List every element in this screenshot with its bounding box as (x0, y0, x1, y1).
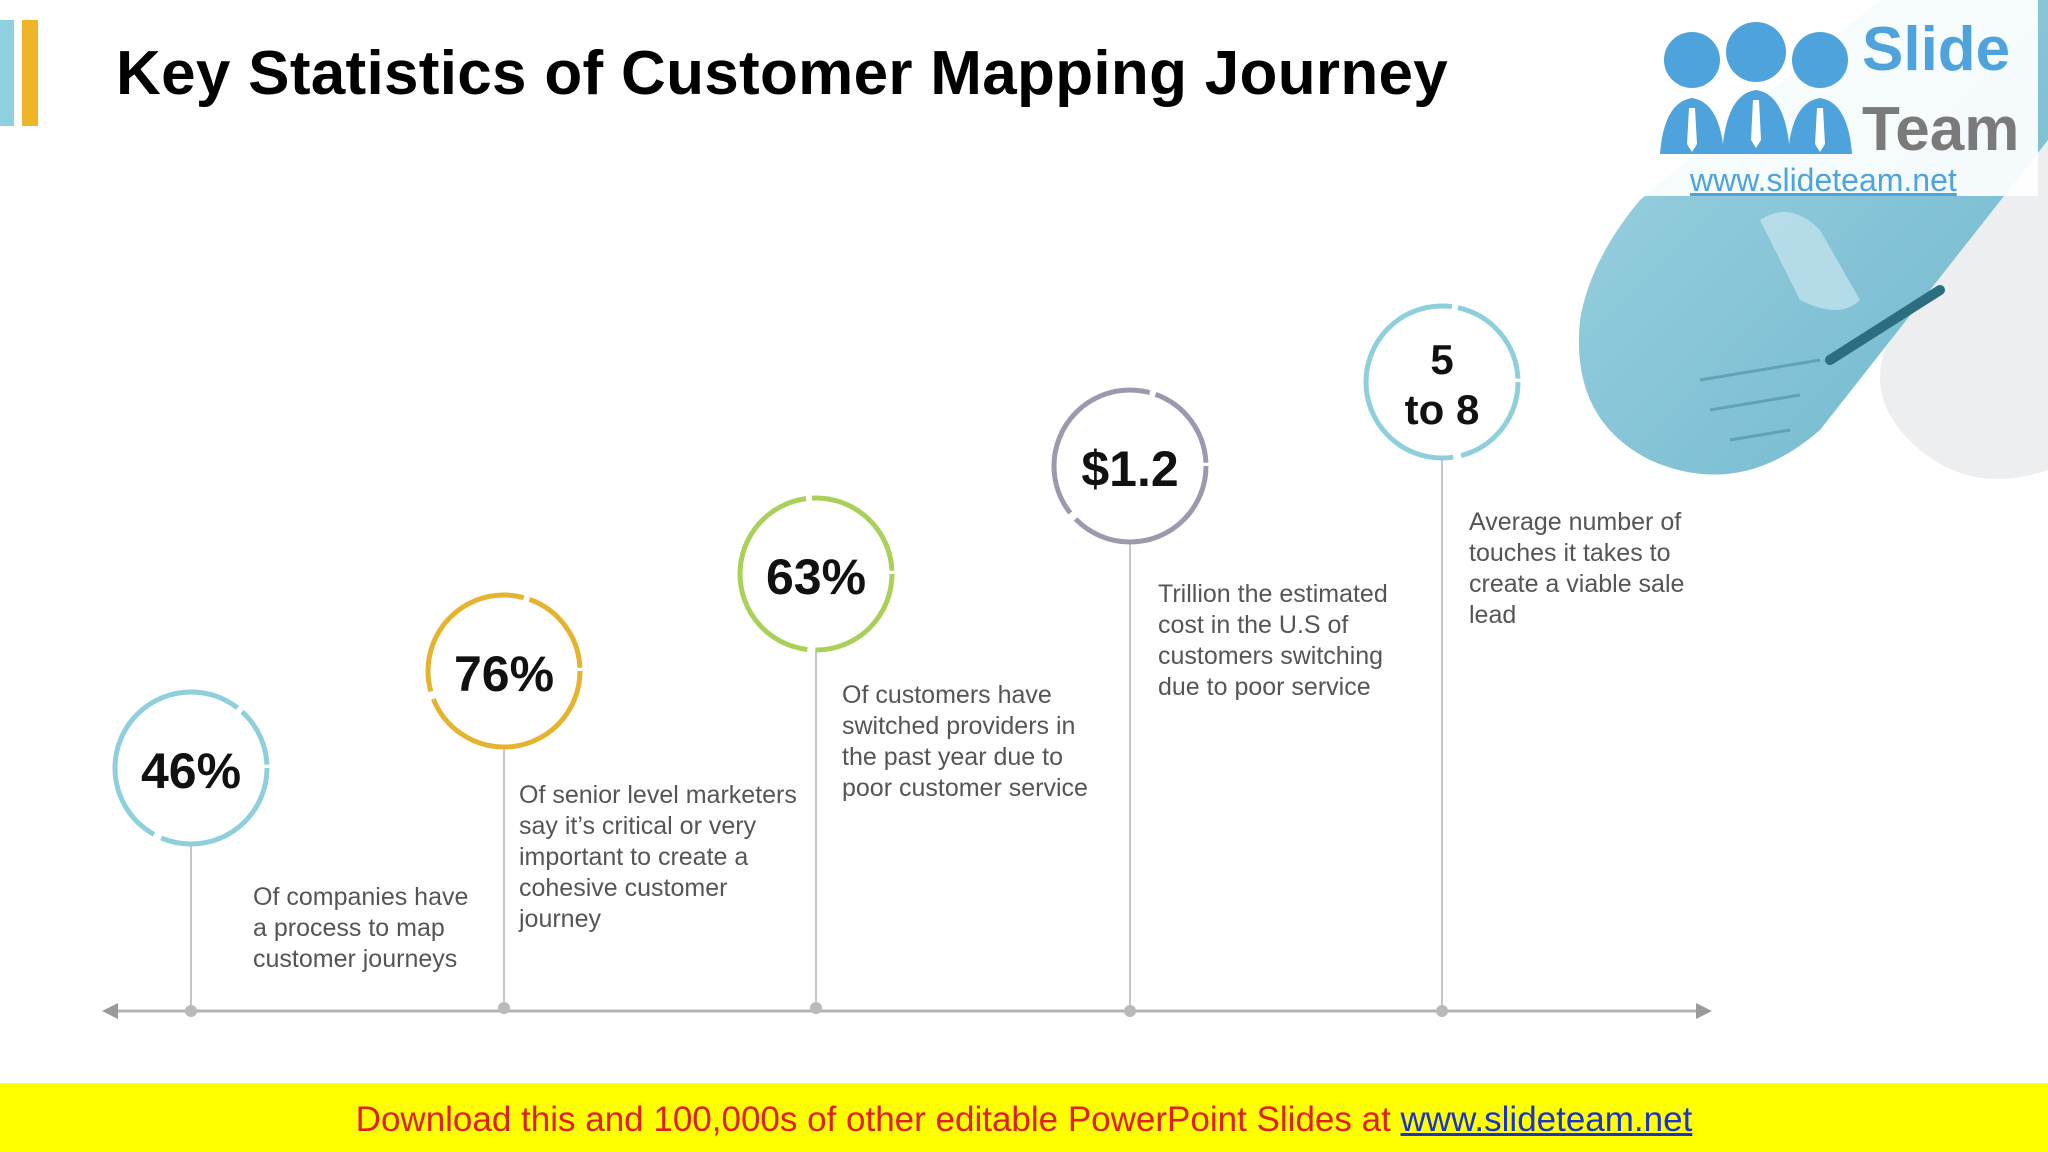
stat-4-ring (1051, 387, 1209, 545)
accent-bar-yellow (22, 20, 38, 126)
stat-1-value: 46% (140, 743, 242, 799)
stat-5-description: Average number of touches it takes to cr… (1469, 508, 1685, 629)
stat-2-description: Of senior level marketers say it’s criti… (519, 781, 797, 933)
footer-banner (0, 1083, 2048, 1152)
stat-2-value: 76% (453, 646, 555, 702)
stat-3-description: Of customers have switched providers in … (842, 681, 1088, 802)
page-title: Key Statistics of Customer Mapping Journ… (116, 39, 1449, 108)
stat-5-value-line1: 5 (1430, 336, 1454, 383)
footer-message: Download this and 100,000s of other edit… (355, 1100, 1401, 1139)
footer-link[interactable]: www.slideteam.net (1400, 1100, 1693, 1139)
timeline-arrow-left (102, 1003, 118, 1019)
logo-people-icon (1660, 22, 1852, 154)
stat-3-ring (737, 495, 895, 653)
stat-3-value: 63% (765, 549, 867, 605)
stat-4-axis-dot (1124, 1005, 1136, 1017)
stat-1-ring (112, 689, 270, 847)
stat-2-ring (425, 592, 583, 750)
stat-5-value-line2: to 8 (1404, 386, 1480, 433)
stat-5-axis-dot (1436, 1005, 1448, 1017)
accent-bar-blue (0, 20, 14, 126)
stat-4-description: Trillion the estimated cost in the U.S o… (1158, 580, 1388, 701)
stat-1-description: Of companies have a process to map custo… (253, 883, 469, 973)
timeline-arrow-right (1696, 1003, 1712, 1019)
stat-5-ring (1363, 303, 1521, 461)
stat-1-axis-dot (185, 1005, 197, 1017)
footer-text: Download this and 100,000s of other edit… (0, 1100, 2048, 1140)
stat-4-value: $1.2 (1081, 441, 1179, 497)
logo-background (1640, 0, 2038, 196)
logo-word-team: Team (1862, 95, 2020, 164)
logo-word-slide: Slide (1862, 15, 2011, 84)
logo-url-link[interactable]: www.slideteam.net (1690, 162, 1957, 198)
stat-2-axis-dot (498, 1002, 510, 1014)
stat-3-axis-dot (810, 1002, 822, 1014)
